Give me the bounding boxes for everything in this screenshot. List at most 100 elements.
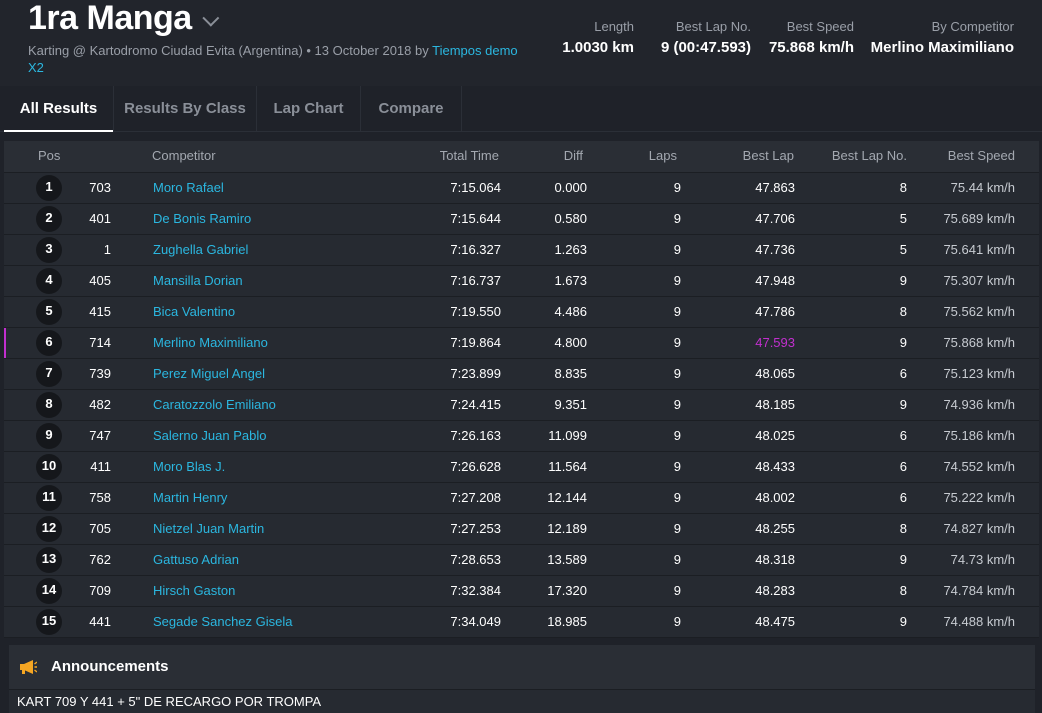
table-row[interactable]: 10 411 Moro Blas J. 7:26.628 11.564 9 48.433 6 7… — [4, 452, 1039, 483]
diff: 0.000 — [554, 180, 587, 195]
column-total-time[interactable]: Total Time — [439, 148, 499, 163]
competitor-name[interactable]: Mansilla Dorian — [153, 273, 243, 288]
best-lap: 48.025 — [755, 428, 795, 443]
table-row[interactable]: 1 703 Moro Rafael 7:15.064 0.000 9 47.863 8 75.4… — [4, 173, 1039, 204]
competitor-name[interactable]: Caratozzolo Emiliano — [153, 397, 276, 412]
title-row[interactable]: 1ra Manga — [28, 0, 220, 37]
column-pos[interactable]: Pos — [38, 148, 61, 163]
competitor-name[interactable]: Merlino Maximiliano — [153, 335, 268, 350]
table-row[interactable]: 3 1 Zughella Gabriel 7:16.327 1.263 9 47.736 5 7… — [4, 235, 1039, 266]
table-row[interactable]: 14 709 Hirsch Gaston 7:32.384 17.320 9 48.283 8… — [4, 576, 1039, 607]
column-competitor[interactable]: Competitor — [152, 148, 216, 163]
laps: 9 — [673, 583, 681, 598]
stat-length: Length 1.0030 km — [562, 19, 634, 56]
competitor-name[interactable]: Gattuso Adrian — [153, 552, 239, 567]
diff: 4.486 — [554, 304, 587, 319]
table-body: 1 703 Moro Rafael 7:15.064 0.000 9 47.863 8 75.4… — [4, 173, 1039, 638]
laps: 9 — [673, 490, 681, 505]
column-best-speed[interactable]: Best Speed — [947, 148, 1015, 163]
diff: 12.189 — [547, 521, 587, 536]
results-tabs: All Results Results By Class Lap Chart C… — [0, 86, 1042, 132]
table-row[interactable]: 7 739 Perez Miguel Angel 7:23.899 8.835 9 48.0… — [4, 359, 1039, 390]
best-lap-no: 9 — [899, 614, 907, 629]
table-row[interactable]: 2 401 De Bonis Ramiro 7:15.644 0.580 9 47.706 5… — [4, 204, 1039, 235]
kart-number: 405 — [89, 273, 111, 288]
total-time: 7:27.253 — [450, 521, 501, 536]
competitor-name[interactable]: Salerno Juan Pablo — [153, 428, 267, 443]
stat-length-value: 1.0030 km — [562, 39, 634, 56]
table-row[interactable]: 15 441 Segade Sanchez Gisela 7:34.049 18.985… — [4, 607, 1039, 638]
kart-number: 705 — [89, 521, 111, 536]
table-row[interactable]: 12 705 Nietzel Juan Martin 7:27.253 12.189 9 4… — [4, 514, 1039, 545]
diff: 4.800 — [554, 335, 587, 350]
best-lap: 48.185 — [755, 397, 795, 412]
competitor-name[interactable]: Zughella Gabriel — [153, 242, 249, 257]
kart-number: 762 — [89, 552, 111, 567]
column-laps[interactable]: Laps — [648, 148, 677, 163]
kart-number: 747 — [89, 428, 111, 443]
best-lap-no: 6 — [899, 428, 907, 443]
tab-lap-chart[interactable]: Lap Chart — [273, 100, 344, 117]
column-best-lap-no[interactable]: Best Lap No. — [831, 148, 907, 163]
tab-all-results[interactable]: All Results — [4, 86, 113, 132]
best-speed: 75.689 km/h — [943, 211, 1015, 226]
diff: 0.580 — [554, 211, 587, 226]
kart-number: 482 — [89, 397, 111, 412]
total-time: 7:34.049 — [450, 614, 501, 629]
competitor-name[interactable]: Hirsch Gaston — [153, 583, 236, 598]
competitor-name[interactable]: Moro Rafael — [153, 180, 224, 195]
best-lap-no: 8 — [899, 180, 907, 195]
table-row[interactable]: 9 747 Salerno Juan Pablo 7:26.163 11.099 9 48.… — [4, 421, 1039, 452]
tab-compare[interactable]: Compare — [378, 100, 444, 117]
announcement-text: KART 709 Y 441 + 5" DE RECARGO POR TROMP… — [17, 694, 322, 709]
event-subtitle: Karting @ Kartodromo Ciudad Evita (Argen… — [28, 42, 528, 76]
laps: 9 — [673, 459, 681, 474]
stat-best-speed: Best Speed 75.868 km/h — [769, 19, 854, 56]
best-speed: 74.73 km/h — [950, 552, 1015, 567]
best-lap: 47.863 — [755, 180, 795, 195]
best-lap: 47.706 — [755, 211, 795, 226]
competitor-name[interactable]: Segade Sanchez Gisela — [153, 614, 293, 629]
table-row[interactable]: 4 405 Mansilla Dorian 7:16.737 1.673 9 47.948 9… — [4, 266, 1039, 297]
total-time: 7:26.628 — [450, 459, 501, 474]
competitor-name[interactable]: Martin Henry — [153, 490, 228, 505]
best-lap-no: 8 — [899, 304, 907, 319]
best-lap-no: 9 — [899, 552, 907, 567]
best-lap: 48.065 — [755, 366, 795, 381]
table-row[interactable]: 11 758 Martin Henry 7:27.208 12.144 9 48.002 6 7… — [4, 483, 1039, 514]
event-header: 1ra Manga Karting @ Kartodromo Ciudad Ev… — [0, 0, 1042, 86]
kart-number: 703 — [89, 180, 111, 195]
competitor-name[interactable]: Nietzel Juan Martin — [153, 521, 265, 536]
table-row[interactable]: 6 714 Merlino Maximiliano 7:19.864 4.800 9 47.… — [4, 328, 1039, 359]
event-meta: Karting @ Kartodromo Ciudad Evita (Argen… — [28, 43, 433, 58]
tab-divider — [256, 86, 257, 131]
best-speed: 74.552 km/h — [943, 459, 1015, 474]
total-time: 7:32.384 — [450, 583, 501, 598]
column-diff[interactable]: Diff — [563, 148, 583, 163]
page-title: 1ra Manga — [28, 0, 192, 37]
tab-results-by-class[interactable]: Results By Class — [124, 100, 246, 117]
best-lap: 48.002 — [755, 490, 795, 505]
tab-divider — [461, 86, 462, 131]
organizer-link[interactable]: Tiempos demo X2 — [28, 43, 518, 75]
competitor-name[interactable]: De Bonis Ramiro — [153, 211, 252, 226]
column-best-lap[interactable]: Best Lap — [742, 148, 794, 163]
best-speed: 74.936 km/h — [943, 397, 1015, 412]
kart-number: 401 — [89, 211, 111, 226]
total-time: 7:24.415 — [450, 397, 501, 412]
best-lap-no: 5 — [899, 211, 907, 226]
total-time: 7:15.644 — [450, 211, 501, 226]
best-speed: 75.186 km/h — [943, 428, 1015, 443]
table-row[interactable]: 8 482 Caratozzolo Emiliano 7:24.415 9.351 9 48… — [4, 390, 1039, 421]
chevron-down-icon[interactable] — [202, 9, 220, 27]
announcements-header[interactable]: Announcements — [9, 645, 1035, 690]
table-row[interactable]: 13 762 Gattuso Adrian 7:28.653 13.589 9 48.318… — [4, 545, 1039, 576]
announcements-panel: Announcements KART 709 Y 441 + 5" DE REC… — [9, 645, 1035, 713]
best-speed: 75.222 km/h — [943, 490, 1015, 505]
competitor-name[interactable]: Bica Valentino — [153, 304, 236, 319]
competitor-name[interactable]: Perez Miguel Angel — [153, 366, 266, 381]
megaphone-icon — [20, 660, 37, 674]
competitor-name[interactable]: Moro Blas J. — [153, 459, 226, 474]
table-row[interactable]: 5 415 Bica Valentino 7:19.550 4.486 9 47.786 8 7… — [4, 297, 1039, 328]
laps: 9 — [673, 180, 681, 195]
